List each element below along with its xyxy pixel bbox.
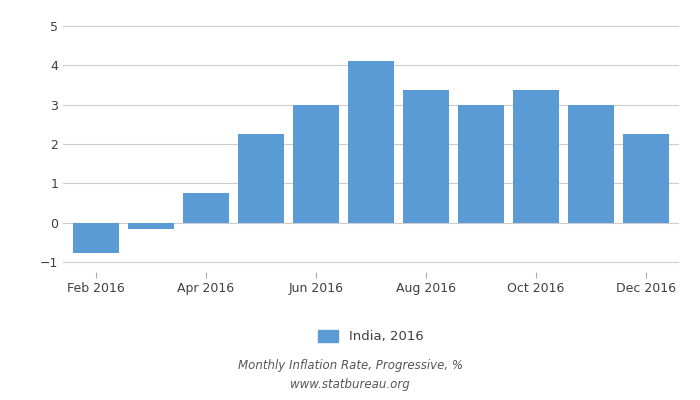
Bar (293, 105, 340, 223)
Text: www.statbureau.org: www.statbureau.org (290, 378, 410, 391)
Text: Monthly Inflation Rate, Progressive, %: Monthly Inflation Rate, Progressive, % (237, 360, 463, 372)
Bar (348, 60, 394, 223)
Bar (127, 223, 174, 229)
Bar (237, 134, 284, 223)
Bar (568, 105, 615, 223)
Bar (402, 90, 449, 223)
Bar (512, 90, 559, 223)
Bar (73, 223, 120, 253)
Bar (458, 105, 505, 223)
Legend: India, 2016: India, 2016 (313, 325, 429, 349)
Bar (183, 193, 230, 223)
Bar (622, 134, 669, 223)
